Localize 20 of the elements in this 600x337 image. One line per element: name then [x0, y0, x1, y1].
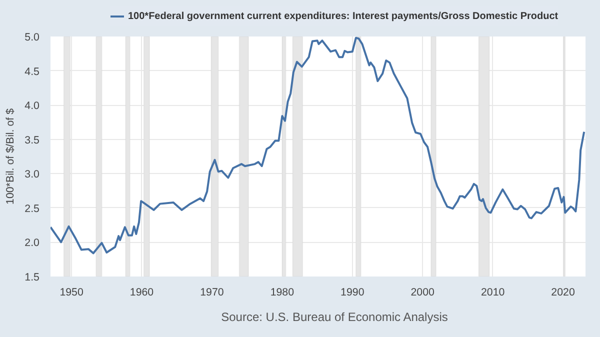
y-tick-label: 3.0	[24, 168, 40, 181]
x-tick-label: 1950	[60, 286, 84, 298]
legend-label: 100*Federal government current expenditures: Interest payments/Gross Domestic Product	[128, 10, 558, 22]
x-tick-label: 2020	[551, 286, 575, 298]
x-tick-label: 2010	[480, 286, 505, 298]
source-note: Source: U.S. Bureau of Economic Analysis	[221, 309, 448, 326]
x-tick-label: 1970	[200, 286, 224, 298]
y-tick-label: 3.5	[24, 134, 40, 146]
y-axis-title: 100*Bil. of $/Bil. of $	[4, 108, 17, 204]
x-tick-label: 1960	[130, 286, 154, 298]
x-tick-label: 2000	[410, 286, 435, 298]
line-series	[50, 36, 586, 254]
y-tick-label: 2.5	[24, 202, 40, 215]
x-tick-label: 1990	[340, 286, 364, 298]
y-tick-label: 4.0	[24, 100, 40, 112]
y-tick-label: 1.5	[24, 272, 40, 284]
y-tick-label: 5.0	[24, 32, 40, 44]
x-tick-label: 1980	[270, 286, 294, 298]
y-tick-label: 2.0	[24, 237, 40, 250]
y-tick-label: 4.5	[24, 66, 40, 78]
